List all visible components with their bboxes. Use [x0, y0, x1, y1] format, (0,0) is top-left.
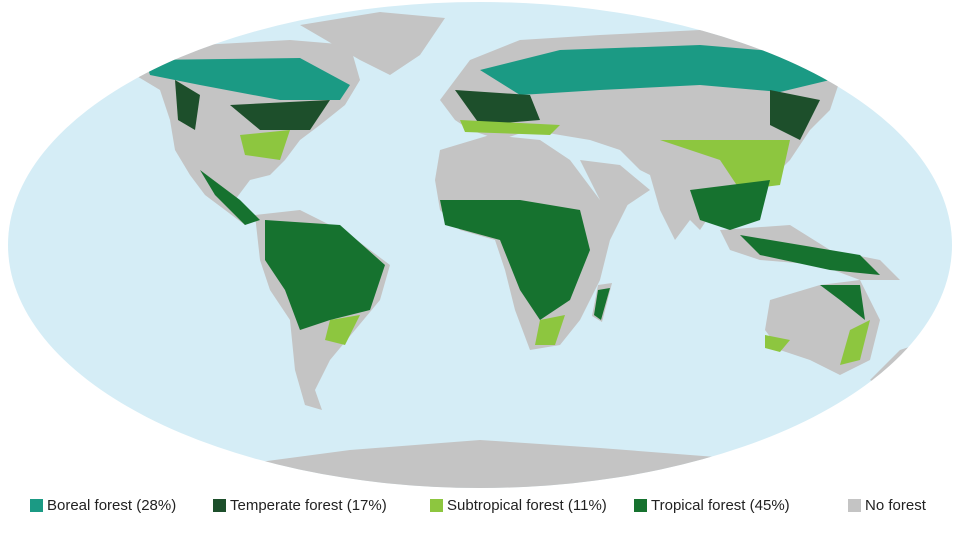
legend-swatch [30, 499, 43, 512]
legend-swatch [848, 499, 861, 512]
legend-item: No forest [848, 497, 926, 514]
legend-item: Tropical forest (45%) [634, 497, 790, 514]
legend-swatch [634, 499, 647, 512]
legend-item: Boreal forest (28%) [30, 497, 176, 514]
legend-swatch [213, 499, 226, 512]
world-map [8, 2, 952, 488]
legend-label: Temperate forest (17%) [230, 497, 387, 514]
legend-label: No forest [865, 497, 926, 514]
legend-label: Tropical forest (45%) [651, 497, 790, 514]
legend-label: Subtropical forest (11%) [447, 497, 607, 514]
forest-cover [145, 45, 880, 365]
legend: Boreal forest (28%) Temperate forest (17%… [0, 497, 960, 521]
legend-swatch [430, 499, 443, 512]
legend-item: Temperate forest (17%) [213, 497, 387, 514]
legend-label: Boreal forest (28%) [47, 497, 177, 514]
legend-item: Subtropical forest (11%) [430, 497, 607, 514]
